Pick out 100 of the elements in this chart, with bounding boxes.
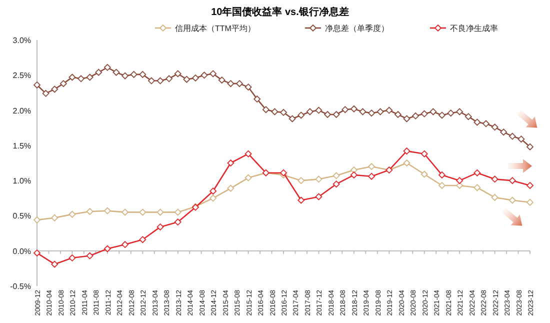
point: [518, 136, 525, 143]
point: [403, 148, 410, 154]
point: [130, 70, 138, 78]
point: [86, 74, 94, 81]
point: [359, 108, 366, 116]
point: [403, 115, 410, 122]
point: [447, 110, 454, 117]
point: [122, 208, 128, 216]
y-tick-label: 2.0%: [12, 106, 31, 116]
point: [68, 210, 76, 218]
point: [200, 72, 208, 79]
point: [508, 132, 516, 140]
point: [139, 70, 146, 78]
point: [430, 108, 437, 116]
point: [332, 111, 340, 118]
point: [78, 75, 84, 82]
legend-label: 不良净生成率: [450, 24, 498, 33]
point: [438, 182, 446, 189]
point: [350, 105, 358, 112]
point: [210, 188, 217, 195]
y-tick-label: 1.5%: [12, 141, 31, 150]
point: [236, 80, 243, 88]
point: [280, 169, 287, 176]
point: [34, 82, 40, 88]
point: [350, 166, 358, 174]
point: [526, 143, 534, 150]
point: [368, 110, 375, 117]
point: [156, 224, 164, 230]
point: [183, 76, 190, 83]
point: [412, 112, 420, 120]
point: [306, 108, 314, 116]
point: [403, 160, 410, 166]
point: [315, 193, 322, 200]
point: [500, 128, 508, 136]
point: [420, 110, 428, 118]
y-tick-label: 3.0%: [12, 36, 31, 45]
point: [368, 163, 375, 170]
point: [474, 118, 481, 126]
point: [34, 250, 40, 256]
point: [174, 70, 182, 78]
point: [438, 172, 446, 178]
legend-label: 信用成本（TTM平均）: [175, 24, 256, 33]
point: [491, 176, 498, 183]
legend-label: 净息差（单季度）: [325, 24, 389, 33]
point: [474, 169, 481, 176]
y-tick-label: -0.5%: [10, 282, 31, 291]
y-tick-label: 0.0%: [12, 246, 31, 256]
point: [315, 176, 322, 183]
point: [456, 108, 464, 116]
chart-title: 10年国债收益率 vs.银行净息差: [211, 6, 349, 18]
point: [332, 172, 340, 180]
point: [34, 216, 40, 224]
point: [244, 150, 252, 158]
point: [350, 172, 358, 178]
y-tick-label: 0.5%: [12, 212, 31, 221]
point: [174, 218, 182, 226]
point: [139, 236, 146, 244]
point: [51, 260, 58, 268]
point: [227, 160, 234, 166]
point: [342, 106, 349, 114]
point: [174, 208, 182, 216]
point: [368, 172, 375, 180]
point: [51, 86, 58, 93]
point: [122, 72, 128, 80]
point: [324, 111, 331, 118]
point: [60, 80, 67, 88]
point: [104, 64, 111, 71]
point: [315, 106, 322, 114]
point: [526, 198, 534, 206]
point: [288, 115, 296, 122]
point: [156, 208, 164, 216]
y-tick-label: 1.0%: [12, 176, 31, 186]
point: [104, 245, 111, 252]
point: [68, 254, 76, 262]
point: [104, 207, 111, 214]
point: [139, 208, 146, 216]
point: [95, 68, 102, 76]
point: [122, 241, 128, 248]
point: [148, 77, 155, 84]
y-tick-label: 2.5%: [12, 71, 31, 80]
point: [192, 74, 199, 82]
point: [86, 208, 94, 215]
point: [491, 194, 498, 201]
point: [51, 214, 58, 222]
point: [280, 108, 287, 116]
point: [244, 174, 252, 182]
point: [210, 194, 217, 202]
point: [420, 150, 428, 158]
point: [456, 182, 464, 189]
point: [227, 184, 234, 192]
point: [244, 84, 252, 91]
point: [68, 74, 76, 81]
point: [271, 108, 278, 116]
point: [298, 177, 305, 184]
point: [262, 106, 270, 114]
point: [332, 180, 340, 188]
point: [386, 106, 393, 114]
point: [210, 70, 217, 78]
point: [438, 112, 446, 119]
point: [456, 177, 464, 184]
